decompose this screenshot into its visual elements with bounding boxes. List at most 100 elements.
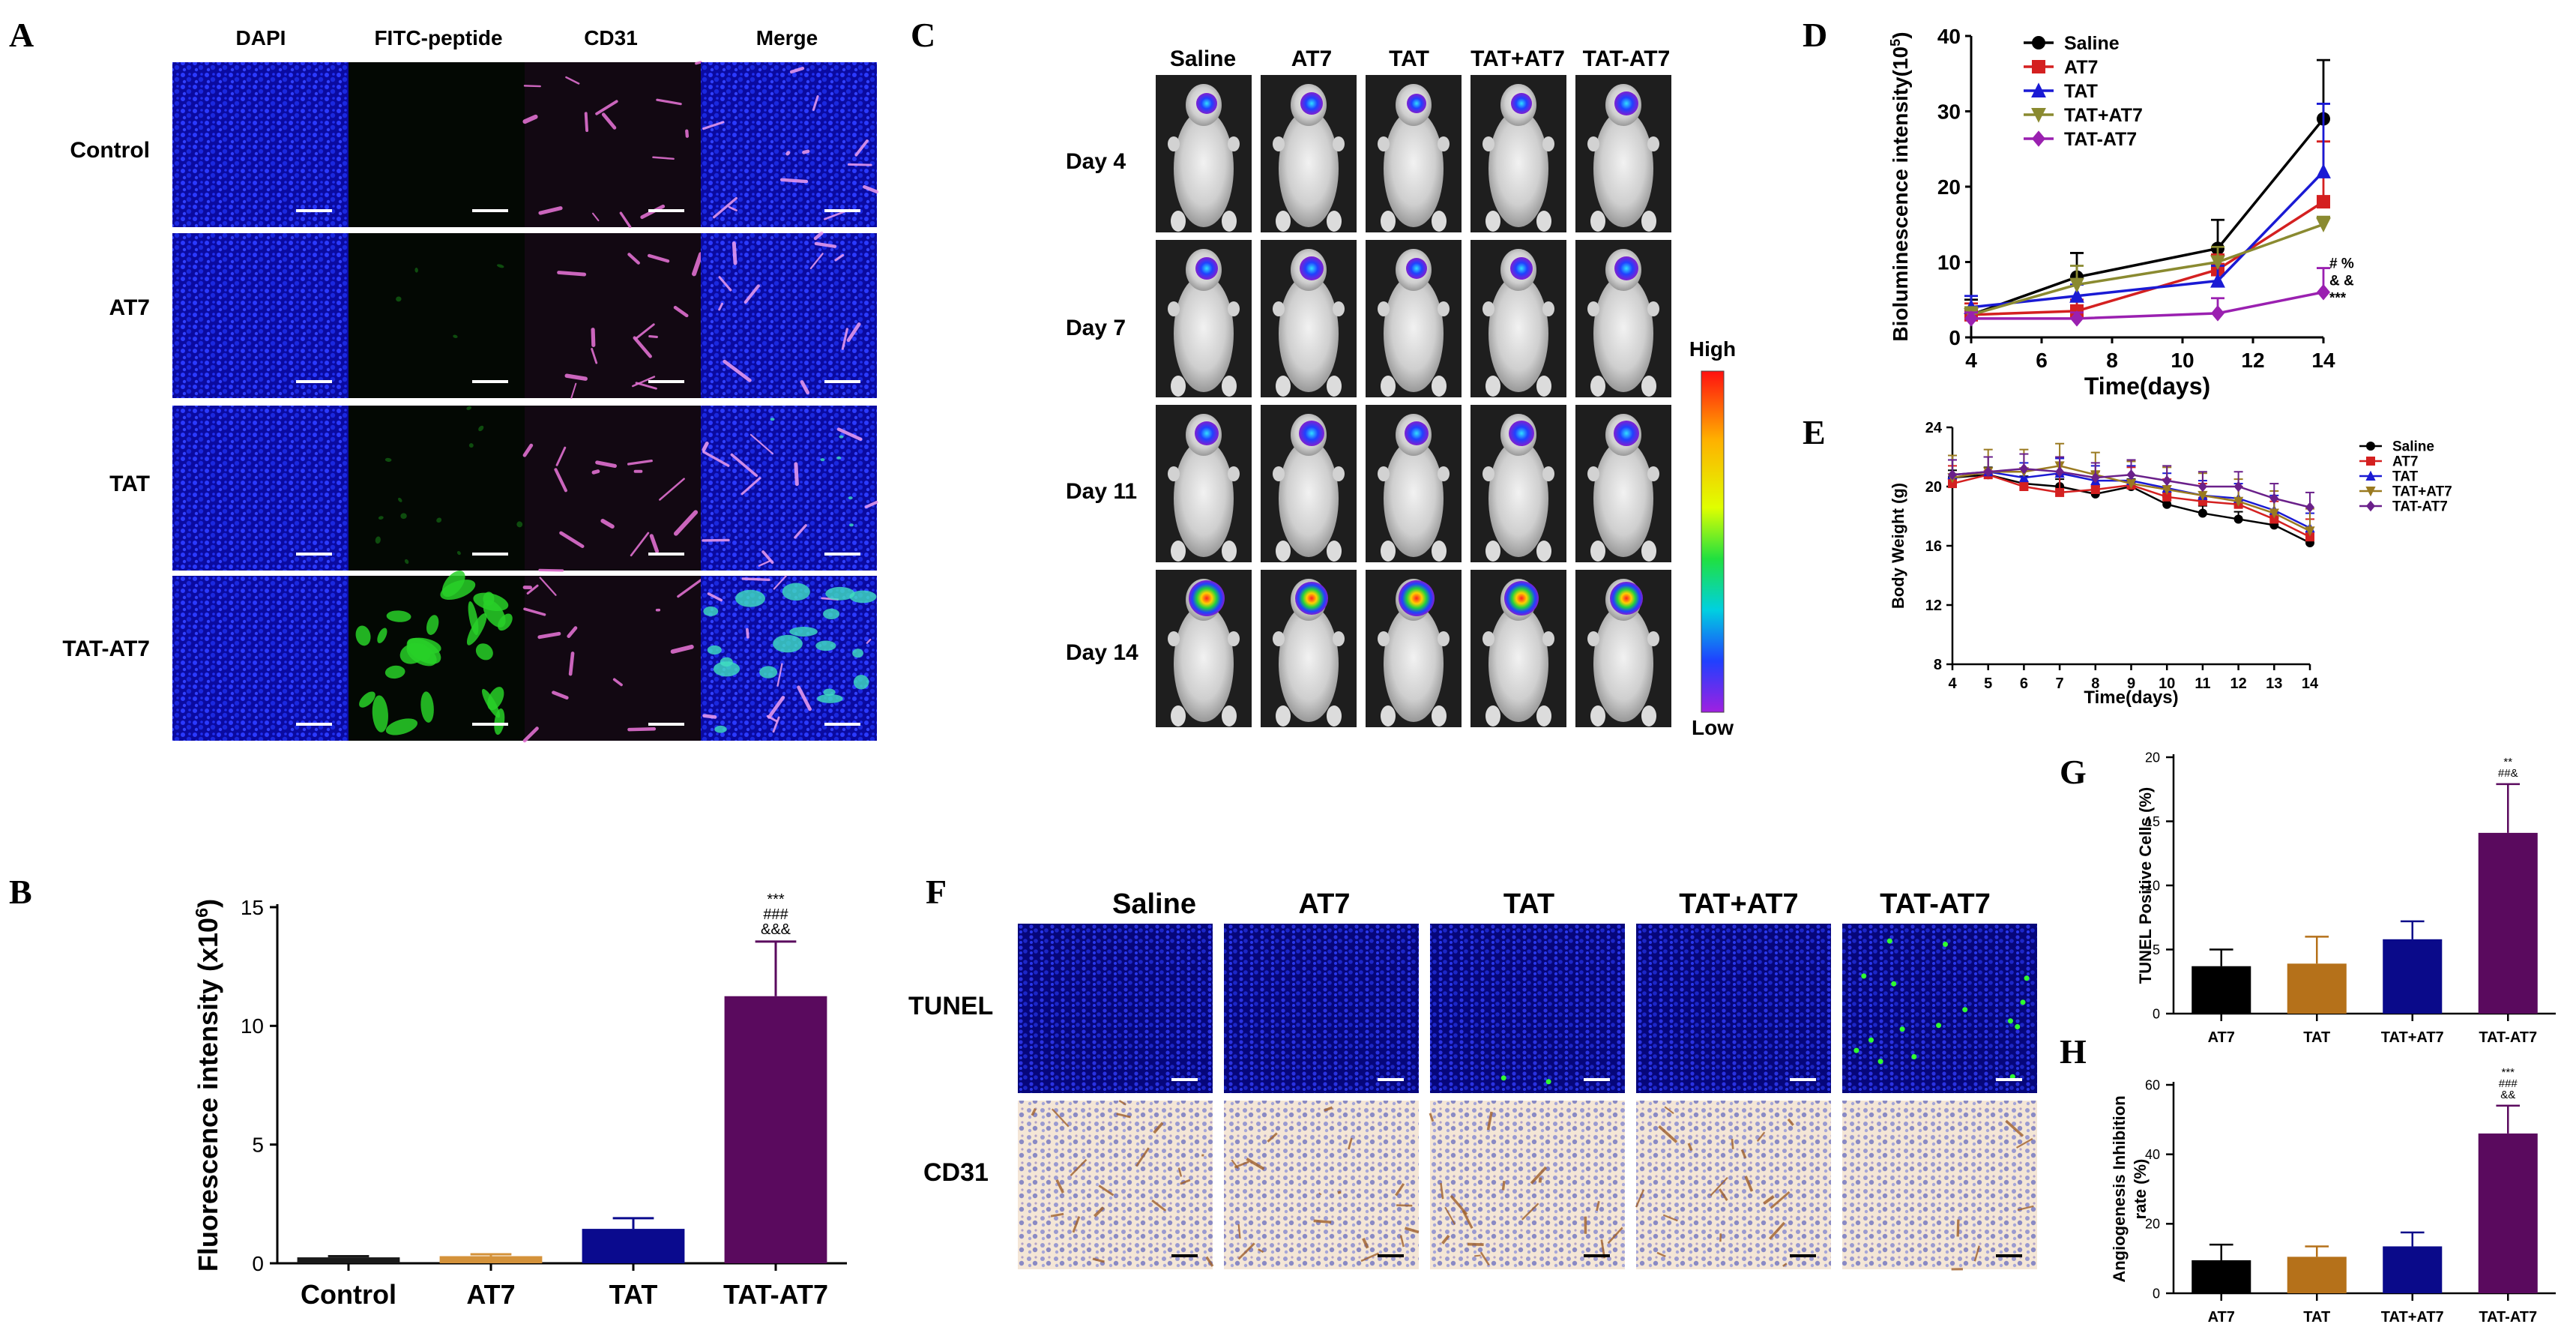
data-point: [2198, 508, 2207, 518]
mouse-paw: [1542, 631, 1554, 646]
mouse-paw: [1276, 211, 1291, 232]
data-point: [2366, 457, 2375, 466]
merge-vessel: [740, 477, 761, 496]
y-axis-title: rate (%): [2131, 1159, 2150, 1220]
legend-label: TAT-AT7: [2392, 499, 2448, 515]
mouse-paw: [1590, 705, 1605, 726]
cd31-stain: [1486, 1111, 1493, 1131]
cd31-stain: [1360, 1252, 1379, 1263]
cd31-vessel: [612, 678, 623, 687]
cd31-vessel: [649, 534, 660, 553]
bar: [439, 1256, 543, 1263]
tunel-micrograph: [1636, 924, 1831, 1093]
luminescence-signal: [1295, 582, 1328, 615]
panel-f-col-header: TAT: [1503, 888, 1554, 920]
x-axis-title: Time(days): [2084, 687, 2178, 708]
mouse-paw: [1276, 541, 1291, 562]
cd31-stain: [1237, 1242, 1255, 1260]
mouse-body: [1279, 110, 1339, 227]
mouse-paw: [1438, 136, 1450, 151]
y-tick-label: 40: [2145, 1147, 2160, 1162]
mouse-paw: [1641, 376, 1656, 397]
data-point: [2305, 526, 2315, 537]
cd31-vessel: [595, 100, 618, 115]
fitc-signal: [516, 521, 523, 528]
merge-vessel: [841, 328, 848, 350]
merge-vessel: [718, 276, 732, 292]
merge-vessel: [773, 574, 787, 590]
luminescence-signal: [1406, 258, 1427, 279]
cd31-vessel: [627, 253, 640, 265]
cd31-vessel: [677, 579, 702, 598]
significance-annotation: ***: [2501, 1066, 2515, 1079]
mouse-paw: [1381, 705, 1396, 726]
data-point: [2233, 496, 2244, 507]
merge-signal: [852, 649, 863, 658]
mouse-paw: [1381, 211, 1396, 232]
x-axis-title: Time(days): [2084, 373, 2210, 400]
panel-f-micrographs: Saline AT7 TAT TAT+AT7 TAT-AT7 TUNEL CD3…: [908, 888, 2037, 1271]
panel-f-row-label: CD31: [923, 1158, 989, 1187]
fitc-signal: [384, 665, 405, 679]
data-point: [2317, 195, 2330, 209]
dapi-micrograph: [172, 62, 349, 227]
luminescence-signal: [1300, 256, 1324, 280]
luminescence-signal: [1614, 256, 1638, 280]
data-point: [2070, 310, 2084, 327]
cd31-stain: [1658, 1125, 1678, 1143]
luminescence-signal: [1614, 421, 1639, 446]
mouse-paw: [1647, 301, 1659, 316]
cd31-vessel: [591, 328, 596, 347]
panel-a-row-label: Control: [70, 138, 150, 163]
data-point: [1948, 479, 1957, 489]
cd31-vessel: [522, 726, 539, 743]
x-tick-label: 6: [2036, 349, 2048, 372]
x-tick-label: 10: [2171, 349, 2194, 372]
mouse-paw: [1378, 631, 1390, 646]
y-tick-label: 5: [252, 1133, 264, 1156]
mouse-paw: [1587, 301, 1599, 316]
mouse-paw: [1273, 301, 1285, 316]
merge-signal: [848, 496, 853, 500]
significance-annotation: &&&: [761, 921, 791, 938]
panel-f-col-header: Saline: [1112, 888, 1196, 920]
merge-signal: [789, 627, 818, 637]
luminescence-signal: [1299, 421, 1324, 446]
cd31-vessel: [538, 568, 564, 572]
panel-a-col-header: Merge: [756, 26, 818, 49]
tunel-positive-cell: [1886, 938, 1892, 944]
significance-annotation: ##&: [2498, 767, 2518, 780]
panel-f-col-header: AT7: [1299, 888, 1351, 920]
merge-vessel: [809, 253, 824, 270]
tunel-micrograph: [1224, 924, 1419, 1093]
panel-g-bar-chart: 0 5 10 15 20 AT7 TAT TAT+AT7 TAT-AT7 **##& TUNEL P…: [2136, 750, 2556, 1046]
cd31-vessel: [523, 607, 546, 616]
panel-h-bar-chart: 0 20 40 60 AT7 TAT TAT+AT7 TAT-AT7 ***###&& Angio…: [2110, 1066, 2556, 1326]
merge-vessel: [707, 592, 723, 602]
mouse-paw: [1536, 376, 1551, 397]
cd31-vessel: [522, 443, 534, 457]
merge-signal: [703, 606, 719, 616]
cd31-stain: [2017, 1205, 2034, 1212]
merge-vessel: [749, 433, 773, 455]
dapi-micrograph: [172, 233, 349, 398]
mouse-paw: [1485, 541, 1500, 562]
y-axis-title: Body Weight (g): [1889, 483, 1907, 609]
cd31-vessel: [557, 271, 587, 277]
fitc-signal: [400, 513, 407, 520]
cd31-stain: [1719, 1188, 1728, 1201]
mouse-paw: [1171, 376, 1186, 397]
dapi-micrograph: [172, 576, 349, 741]
mouse-paw: [1641, 211, 1656, 232]
merge-signal: [714, 725, 727, 733]
bar: [2383, 939, 2443, 1014]
cd31-vessel: [591, 212, 600, 222]
x-tick-label: Control: [301, 1279, 396, 1310]
cd31-stain: [1153, 1122, 1164, 1134]
x-tick-label: 7: [2056, 675, 2064, 692]
fitc-micrograph: [349, 406, 525, 571]
mouse-paw: [1171, 541, 1186, 562]
merge-vessel: [864, 500, 878, 509]
cd31-vessel: [601, 112, 617, 130]
mouse-paw: [1276, 705, 1291, 726]
